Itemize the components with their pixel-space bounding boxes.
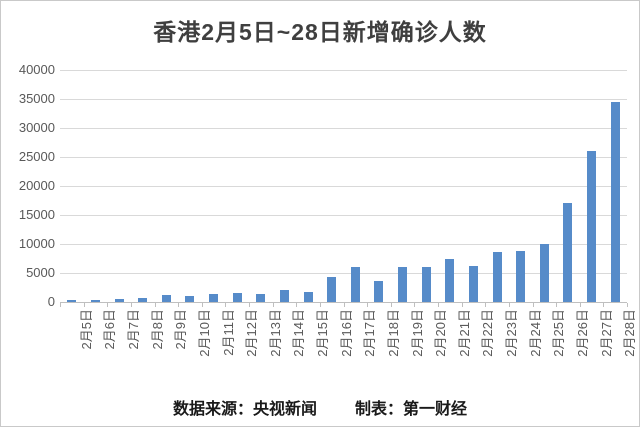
axis-tick: [508, 303, 510, 307]
x-axis-label: 2月20日: [433, 309, 449, 357]
bar: [303, 292, 313, 302]
bar: [492, 251, 502, 302]
bar: [256, 294, 266, 302]
x-axis-label: 2月12日: [244, 309, 260, 357]
gridline: [60, 98, 627, 100]
axis-tick: [414, 303, 416, 307]
bar: [90, 299, 100, 302]
axis-tick: [627, 303, 628, 307]
y-axis-label: 30000: [18, 120, 55, 135]
bar: [209, 294, 219, 302]
gridline: [60, 214, 627, 216]
bar: [138, 298, 148, 302]
axis-tick: [272, 303, 274, 307]
y-axis-label: 0: [47, 294, 55, 309]
bar: [232, 293, 242, 302]
x-axis-label: 2月7日: [126, 309, 142, 350]
x-axis-label: 2月11日: [220, 309, 236, 356]
x-axis-line: [60, 302, 627, 303]
bar: [587, 151, 597, 302]
bar: [468, 266, 478, 302]
x-axis-label: 2月13日: [267, 309, 283, 357]
gridline: [60, 69, 627, 71]
y-axis-label: 20000: [18, 178, 55, 193]
x-axis-label: 2月6日: [102, 309, 118, 350]
bar: [539, 244, 549, 302]
x-axis-label: 2月27日: [598, 309, 614, 357]
axis-tick: [249, 303, 250, 307]
y-axis-label: 25000: [18, 149, 55, 164]
bar: [67, 299, 77, 302]
axis-tick: [485, 303, 487, 307]
bar: [374, 280, 384, 302]
x-axis-label: 2月9日: [173, 309, 189, 350]
gridline: [60, 156, 627, 158]
axis-tick: [154, 303, 156, 307]
x-axis-label: 2月25日: [551, 309, 567, 357]
x-axis-label: 2月10日: [196, 309, 212, 357]
chart-title: 香港2月5日~28日新增确诊人数: [153, 19, 487, 45]
axis-tick: [343, 303, 345, 307]
gridline: [60, 185, 627, 187]
y-axis-label: 10000: [18, 236, 55, 251]
gridline: [60, 243, 627, 245]
chart-maker-label: 制表：第一财经: [355, 401, 468, 418]
bar: [327, 277, 337, 302]
x-axis-label: 2月21日: [456, 309, 472, 357]
y-axis-label: 35000: [18, 91, 55, 106]
bar: [185, 296, 195, 302]
y-axis-label: 5000: [26, 265, 55, 280]
bar: [279, 290, 289, 302]
axis-tick: [225, 303, 227, 307]
bar: [445, 258, 455, 302]
axis-tick: [130, 303, 132, 307]
gridline: [60, 272, 627, 274]
axis-tick: [556, 303, 558, 307]
x-axis-label: 2月15日: [315, 309, 331, 357]
x-axis-label: 2月28日: [622, 309, 638, 357]
axis-tick: [390, 303, 392, 307]
axis-tick: [367, 303, 369, 307]
bar: [350, 266, 360, 302]
x-axis-label: 2月14日: [291, 309, 307, 357]
axis-tick: [83, 303, 85, 307]
bar: [516, 250, 526, 302]
x-axis-label: 2月19日: [409, 309, 425, 357]
x-axis-label: 2月18日: [385, 309, 401, 357]
x-axis-label: 2月8日: [149, 309, 165, 350]
axis-tick: [438, 303, 439, 307]
bar: [610, 102, 620, 302]
data-source-label: 数据来源：央视新闻: [172, 401, 317, 418]
axis-tick: [60, 303, 61, 307]
axis-tick: [319, 303, 321, 307]
axis-tick: [178, 303, 180, 307]
axis-tick: [532, 303, 534, 307]
y-axis-label: 15000: [18, 207, 55, 222]
bar: [421, 266, 431, 302]
axis-tick: [603, 303, 605, 307]
x-axis-label: 2月22日: [480, 309, 496, 357]
axis-tick: [107, 303, 109, 307]
bar: [161, 295, 171, 302]
chart-footer: 数据来源：央视新闻 制表：第一财经: [1, 395, 639, 419]
y-axis-label: 40000: [18, 62, 55, 77]
gridline: [60, 127, 627, 129]
bar: [398, 266, 408, 302]
x-axis-label: 2月5日: [78, 309, 94, 350]
x-axis-label: 2月17日: [362, 309, 378, 357]
bar: [563, 203, 573, 302]
x-axis-label: 2月16日: [338, 309, 354, 357]
bar: [114, 298, 124, 302]
axis-tick: [201, 303, 203, 307]
x-axis-label: 2月23日: [504, 309, 520, 357]
axis-tick: [579, 303, 581, 307]
axis-tick: [461, 303, 463, 307]
x-axis-label: 2月24日: [527, 309, 543, 357]
x-axis-label: 2月26日: [574, 309, 590, 357]
axis-tick: [296, 303, 298, 307]
